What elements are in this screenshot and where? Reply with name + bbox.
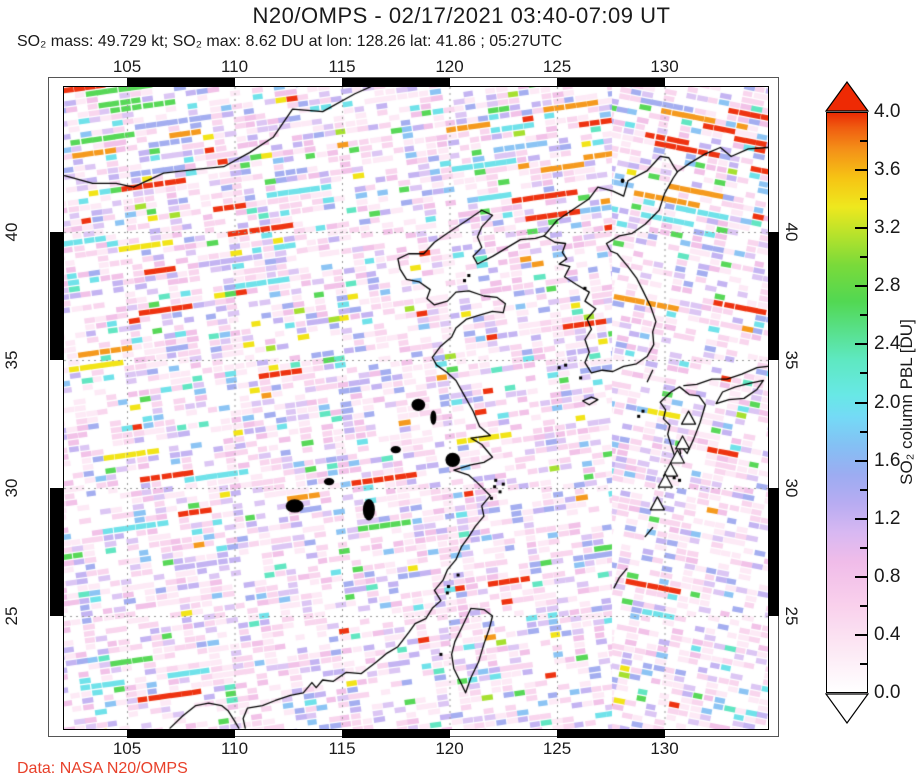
colorbar-tick-label: 1.6: [874, 449, 901, 471]
axis-label-lat-right: 35: [782, 350, 801, 370]
axis-label-lon-top: 130: [650, 57, 679, 76]
colorbar-tick-label: 1.2: [874, 507, 901, 529]
colorbar-tick: [855, 459, 867, 462]
colorbar-top-arrow: [825, 81, 869, 112]
border-segment-left: [50, 232, 63, 360]
axis-label-lat-left: 40: [2, 222, 21, 242]
colorbar-tick: [860, 256, 867, 259]
axis-label-lon-top: 120: [435, 57, 464, 76]
colorbar-tick: [860, 140, 867, 143]
colorbar-tick: [855, 575, 867, 578]
border-segment-bottom: [342, 730, 450, 738]
colorbar-tick: [855, 633, 867, 636]
axis-label-lon-top: 115: [328, 57, 356, 76]
colorbar-tick: [860, 662, 867, 665]
colorbar-tick-label: 0.8: [874, 565, 901, 587]
axis-label-lon-bottom: 120: [435, 739, 464, 758]
axis-label-lon-bottom: 105: [112, 739, 142, 758]
colorbar-tick: [860, 372, 867, 375]
axis-label-lat-left: 30: [2, 478, 21, 498]
border-segment-right: [769, 232, 779, 360]
border-segment-right: [769, 488, 779, 616]
colorbar-tick: [855, 285, 867, 288]
colorbar-tick: [855, 227, 867, 230]
colorbar-tick: [860, 430, 867, 433]
colorbar-tick: [855, 169, 867, 172]
colorbar-bottom-arrow: [825, 693, 869, 724]
colorbar-tick-label: 3.2: [874, 217, 901, 239]
axis-label-lat-left: 25: [2, 606, 21, 626]
colorbar-tick-label: 4.0: [874, 101, 901, 122]
colorbar-tick-label: 0.0: [874, 682, 901, 703]
border-segment-top: [557, 78, 665, 86]
colorbar-tick: [855, 517, 867, 520]
colorbar-tick-label: 2.8: [874, 275, 901, 297]
colorbar-tick: [855, 343, 867, 346]
colorbar-tick-label: 2.4: [874, 333, 901, 355]
axis-label-lon-top: 110: [220, 57, 249, 76]
colorbar-tick-label: 3.6: [874, 159, 901, 181]
colorbar-tick: [860, 604, 867, 607]
border-segment-top: [127, 78, 235, 86]
colorbar-tick-label: 2.0: [874, 391, 901, 413]
axis-label-lat-right: 25: [782, 606, 801, 626]
axis-label-lon-bottom: 110: [220, 739, 249, 758]
colorbar-tick: [855, 401, 867, 404]
axis-label-lat-right: 30: [782, 478, 801, 498]
axis-label-lat-left: 35: [2, 350, 21, 370]
subtitle-stats: SO₂ mass: 49.729 kt; SO₂ max: 8.62 DU at…: [17, 33, 563, 50]
border-segment-top: [342, 78, 450, 86]
colorbar-tick: [860, 546, 867, 549]
axis-label-lon-top: 105: [112, 57, 142, 76]
map-plot-canvas: [64, 87, 768, 729]
colorbar-tick-label: 0.4: [874, 623, 901, 645]
colorbar-tick: [860, 314, 867, 317]
border-segment-bottom: [557, 730, 665, 738]
axis-label-lon-bottom: 125: [542, 739, 572, 758]
axis-label-lat-right: 40: [782, 222, 801, 242]
axis-label-lon-bottom: 130: [650, 739, 679, 758]
axis-label-lon-top: 125: [542, 57, 572, 76]
border-segment-bottom: [127, 730, 235, 738]
border-segment-left: [50, 488, 63, 616]
colorbar-tick: [860, 198, 867, 201]
data-credit: Data: NASA N20/OMPS: [17, 760, 188, 777]
page-title: N20/OMPS - 02/17/2021 03:40-07:09 UT: [252, 3, 671, 28]
axis-label-lon-bottom: 115: [328, 739, 356, 758]
colorbar-tick: [860, 488, 867, 491]
